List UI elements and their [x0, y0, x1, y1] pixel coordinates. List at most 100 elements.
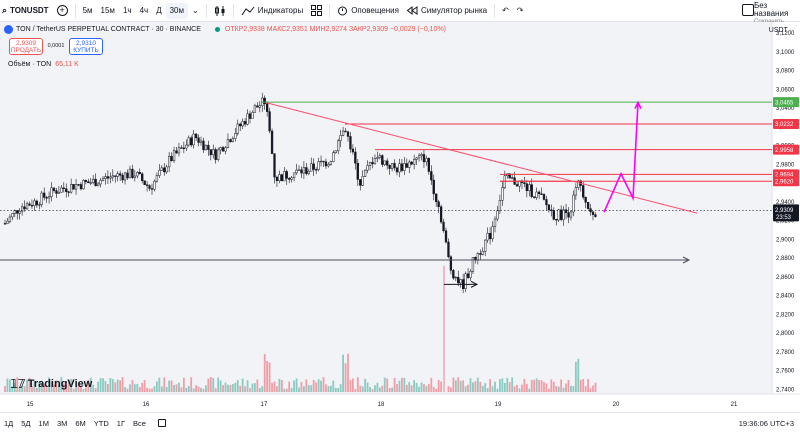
price-chart[interactable]: 3,12003,10003,08003,06003,04003,02003,00…	[0, 22, 800, 412]
candle-body	[6, 221, 9, 224]
redo-button[interactable]: ↷	[513, 0, 528, 22]
interval-15m[interactable]: 15м	[100, 6, 115, 15]
candle-body	[341, 130, 345, 136]
chart-pane[interactable]: 3,12003,10003,08003,06003,04003,02003,00…	[0, 22, 800, 412]
range-6m[interactable]: 6М	[75, 418, 86, 428]
candle-body	[62, 187, 65, 189]
candle-body	[508, 173, 511, 179]
candles-icon	[214, 5, 225, 16]
volume-bar	[329, 385, 332, 392]
volume-bar	[48, 377, 50, 392]
volume-bar	[452, 377, 455, 392]
indicators-button[interactable]: Индикаторы	[237, 0, 307, 22]
candle-body	[449, 256, 453, 271]
alerts-button[interactable]: Оповещения	[333, 0, 403, 22]
range-3m[interactable]: 3М	[56, 418, 68, 428]
candle-body	[121, 174, 124, 181]
volume-bar	[28, 377, 31, 392]
range-1d[interactable]: 1Д	[4, 418, 14, 428]
candle-body	[373, 158, 377, 165]
compare-symbol-button[interactable]: +	[53, 0, 72, 22]
volume-bar	[376, 382, 379, 392]
candle-body	[21, 206, 24, 212]
candle-body	[339, 135, 342, 142]
candle-body	[430, 171, 433, 181]
chart-type-button[interactable]	[210, 0, 230, 22]
candle-body	[390, 163, 394, 169]
range-5d[interactable]: 5Д	[21, 418, 31, 428]
candle-body	[84, 179, 87, 182]
candle-body	[427, 158, 431, 172]
undo-button[interactable]: ↶	[498, 0, 513, 22]
candle-body	[70, 184, 73, 193]
calendar-icon[interactable]	[157, 419, 166, 427]
candle-body	[187, 137, 190, 146]
interval-30m[interactable]: 30м	[165, 2, 189, 19]
candle-body	[319, 160, 323, 163]
price-level-tag	[773, 176, 799, 187]
volume-bar	[405, 384, 408, 392]
buy-button[interactable]: 2,9310 КУПИТЬ	[69, 38, 103, 55]
interval-1h[interactable]: 1ч	[122, 6, 132, 15]
volume-bar	[391, 387, 393, 392]
spread-value: 0,0001	[47, 43, 65, 49]
candle-body	[243, 121, 247, 125]
candle-body	[564, 209, 568, 213]
candle-body	[447, 241, 450, 258]
symbol-search-button[interactable]: ⌕ TONUSDT	[0, 0, 53, 22]
range-1y[interactable]: 1Г	[116, 418, 126, 428]
clock[interactable]: 19:36:06 UTC+3	[738, 419, 794, 428]
rewind-icon	[406, 5, 418, 16]
candle-body	[310, 163, 313, 172]
volume-bar	[124, 386, 126, 392]
interval-1d[interactable]: Д	[156, 6, 162, 15]
interval-5m[interactable]: 5м	[82, 6, 93, 15]
candle-body	[300, 169, 303, 174]
range-ytd[interactable]: YTD	[93, 418, 109, 428]
candle-body	[60, 187, 63, 193]
candle-body	[283, 171, 286, 182]
volume-bar	[195, 385, 197, 392]
projection-arrow-head	[634, 100, 642, 109]
range-all[interactable]: Все	[133, 418, 146, 428]
volume-bar	[371, 388, 374, 392]
currency-selector[interactable]: USDT ·	[768, 27, 792, 34]
volume-bar	[582, 379, 585, 392]
volume-bar	[484, 383, 487, 392]
interval-dropdown[interactable]: ⌄	[188, 0, 203, 22]
candle-body	[221, 147, 225, 152]
volume-bar	[222, 385, 224, 392]
volume-bar	[423, 384, 425, 392]
volume-bar	[65, 385, 68, 392]
volume-bar	[295, 378, 298, 392]
volume-bar	[401, 377, 403, 392]
volume-bar	[249, 388, 251, 392]
price-level-tag-text: 2,9694	[775, 173, 794, 179]
candle-body	[557, 209, 560, 221]
candle-body	[552, 210, 555, 220]
replay-button[interactable]: Симулятор рынка	[403, 0, 491, 22]
volume-bar	[540, 380, 543, 392]
candle-body	[229, 139, 232, 142]
volume-bar	[239, 385, 242, 392]
range-1m[interactable]: 1М	[38, 418, 49, 428]
volume-bar	[133, 384, 136, 392]
volume-bar	[285, 388, 288, 392]
indicators-icon	[241, 6, 255, 15]
volume-bar	[516, 384, 518, 392]
candle-body	[577, 180, 580, 188]
interval-4h[interactable]: 4ч	[139, 6, 149, 15]
candle-body	[45, 197, 48, 199]
candle-body	[256, 105, 259, 108]
sell-button[interactable]: 2,9309 ПРОДАТЬ	[9, 38, 43, 55]
templates-button[interactable]	[307, 0, 326, 22]
candle-body	[163, 167, 166, 173]
volume-bar	[146, 387, 148, 392]
volume-bar	[364, 378, 367, 392]
layout-icon[interactable]	[742, 4, 754, 16]
candle-body	[569, 211, 573, 218]
candle-body	[111, 175, 114, 178]
volume-bar	[67, 380, 70, 392]
volume-bar	[236, 380, 239, 392]
volume-bar	[344, 363, 347, 392]
